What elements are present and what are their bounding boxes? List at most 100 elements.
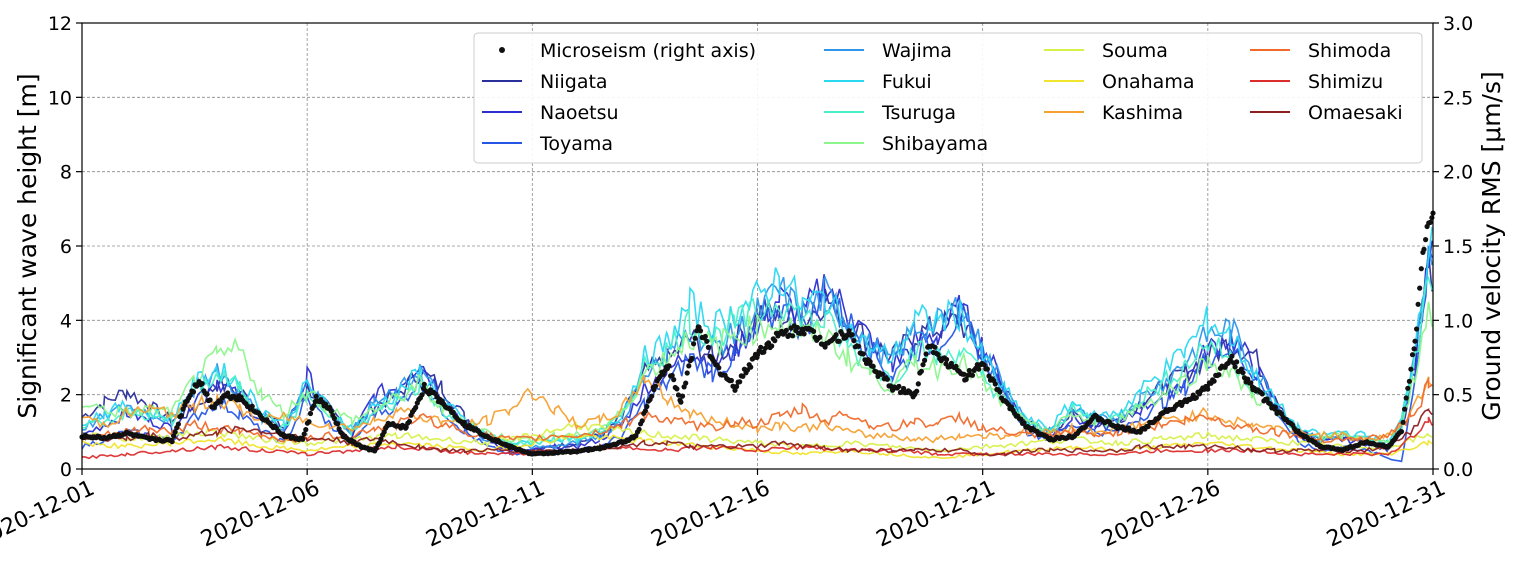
microseism-point xyxy=(301,431,307,437)
microseism-point xyxy=(1272,404,1278,410)
y-tick-left-label: 8 xyxy=(60,162,72,184)
microseism-point xyxy=(249,403,255,409)
microseism-point xyxy=(684,370,690,376)
microseism-point xyxy=(187,392,193,398)
microseism-point xyxy=(1234,359,1240,365)
microseism-point xyxy=(1403,395,1409,401)
microseism-point xyxy=(419,392,425,398)
microseism-point xyxy=(172,429,178,435)
microseism-point xyxy=(649,393,655,399)
microseism-point xyxy=(675,392,682,398)
microseism-point xyxy=(406,418,412,425)
microseism-point xyxy=(178,413,185,419)
microseism-point xyxy=(307,410,314,417)
microseism-point xyxy=(944,356,950,363)
microseism-point xyxy=(300,436,306,442)
microseism-point xyxy=(794,324,801,331)
microseism-point xyxy=(704,338,710,344)
microseism-point xyxy=(1193,395,1199,401)
microseism-point xyxy=(976,366,982,372)
y-axis-right: 0.0 0.5 1.0 1.5 2.0 2.5 3.0 xyxy=(1433,13,1473,481)
microseism-point xyxy=(758,344,764,350)
microseism-point xyxy=(1018,416,1024,422)
series-line-shibayama xyxy=(81,301,1433,444)
microseism-point xyxy=(915,381,921,387)
series-line-onahama xyxy=(81,433,1433,459)
microseism-point xyxy=(328,408,334,414)
legend-label: Niigata xyxy=(540,71,608,93)
microseism-point xyxy=(636,426,642,432)
microseism-point xyxy=(335,421,341,427)
legend-label: Omaesaki xyxy=(1308,102,1403,124)
microseism-point xyxy=(1229,353,1235,359)
microseism-point xyxy=(378,436,384,442)
y-tick-right-label: 2.0 xyxy=(1443,162,1473,184)
microseism-point xyxy=(1412,338,1418,344)
microseism-point xyxy=(311,403,317,409)
microseism-point xyxy=(740,373,746,379)
series-line-souma xyxy=(81,420,1433,453)
microseism-point xyxy=(1232,364,1238,370)
microseism-point xyxy=(689,355,695,361)
microseism-point xyxy=(313,393,319,399)
legend: Microseism (right axis) Niigata Naoetsu Toy… xyxy=(473,32,1423,164)
microseism-point xyxy=(705,344,712,350)
microseism-point xyxy=(175,421,181,427)
microseism-point xyxy=(639,418,645,424)
microseism-point xyxy=(984,366,991,372)
microseism-point xyxy=(953,363,959,369)
y-axis-left-label: Significant wave height [m] xyxy=(13,73,42,418)
microseism-point xyxy=(306,419,312,425)
microseism-points xyxy=(79,210,1436,457)
microseism-point xyxy=(914,388,920,394)
microseism-point xyxy=(678,399,684,405)
microseism-point xyxy=(686,363,692,369)
microseism-point xyxy=(1427,219,1433,225)
microseism-point xyxy=(769,343,775,349)
microseism-point xyxy=(716,365,722,371)
microseism-point xyxy=(981,362,987,368)
legend-label: Onahama xyxy=(1102,71,1194,93)
microseism-point xyxy=(748,364,754,370)
legend-label: Wajima xyxy=(882,40,952,62)
microseism-point xyxy=(856,343,862,349)
microseism-point xyxy=(692,335,698,341)
legend-label: Shimizu xyxy=(1308,71,1383,93)
microseism-point xyxy=(790,333,796,339)
microseism-point xyxy=(697,328,704,334)
legend-label: Microseism (right axis) xyxy=(540,40,756,62)
y-tick-right-label: 2.5 xyxy=(1443,87,1473,109)
y-tick-left-label: 10 xyxy=(48,87,72,109)
y-tick-left-label: 2 xyxy=(60,385,72,407)
y-tick-left-label: 4 xyxy=(60,310,72,332)
microseism-point xyxy=(1211,378,1217,384)
y-tick-right-label: 0.0 xyxy=(1443,459,1473,481)
legend-label: Naoetsu xyxy=(540,102,619,124)
microseism-point xyxy=(421,381,427,387)
microseism-point xyxy=(652,383,659,389)
microseism-point xyxy=(737,379,743,385)
microseism-point xyxy=(935,352,941,358)
series-line-shimizu xyxy=(81,416,1433,460)
series-line-kashima xyxy=(81,375,1433,444)
microseism-point xyxy=(671,377,677,383)
microseism-point xyxy=(896,383,902,389)
microseism-point xyxy=(679,393,686,399)
microseism-point xyxy=(1429,215,1435,221)
y-tick-left-label: 0 xyxy=(60,459,72,481)
microseism-point xyxy=(922,357,928,363)
legend-label: Shimoda xyxy=(1308,40,1391,62)
microseism-point xyxy=(1406,378,1412,384)
y-tick-left-label: 6 xyxy=(60,236,72,258)
microseism-point xyxy=(880,371,886,377)
microseism-point xyxy=(1415,301,1421,307)
microseism-point xyxy=(190,389,197,395)
series-layer xyxy=(81,226,1433,463)
microseism-point xyxy=(1259,391,1265,397)
y-tick-left-label: 12 xyxy=(48,13,72,35)
y-tick-right-label: 3.0 xyxy=(1443,13,1473,35)
legend-label: Shibayama xyxy=(882,133,988,155)
microseism-point xyxy=(801,331,807,337)
microseism-point xyxy=(207,397,213,403)
legend-label: Kashima xyxy=(1102,102,1183,124)
